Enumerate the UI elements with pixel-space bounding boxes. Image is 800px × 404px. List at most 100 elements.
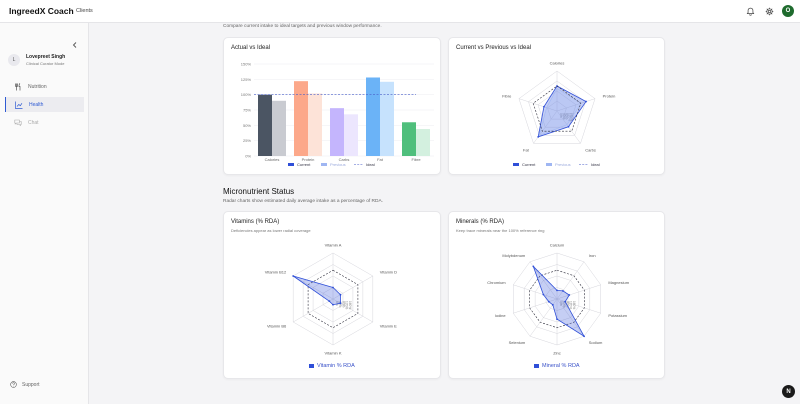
legend-label: Ideal <box>366 162 375 167</box>
x-tick-label: Fat <box>377 157 384 162</box>
bar-previous <box>380 81 394 156</box>
legend-swatch <box>534 364 539 368</box>
radar-grid-ring <box>518 70 596 144</box>
radar-ring-label: 0% <box>559 301 563 306</box>
radar-ring-label: 80% <box>565 113 569 120</box>
help-circle-icon <box>10 381 17 388</box>
bar-current <box>258 94 272 156</box>
card-title: Current vs Previous vs Ideal <box>456 45 532 51</box>
radar-axis-label: Calories <box>550 61 565 66</box>
support-link[interactable]: Support <box>10 381 40 388</box>
radar-point <box>339 302 342 305</box>
x-tick-label: Carbs <box>339 157 350 162</box>
radar-point <box>567 125 570 128</box>
bar-previous <box>272 100 286 156</box>
app-title[interactable]: IngreedX Coach <box>9 6 74 16</box>
legend-swatch <box>513 163 519 166</box>
legend-label: Previous <box>555 162 571 167</box>
radar-axis-label: Sodium <box>589 340 603 345</box>
chevron-left-icon[interactable] <box>71 36 79 48</box>
support-label: Support <box>22 381 40 388</box>
radar-point <box>292 275 295 277</box>
vitamins-card: Vitamins (% RDA) Deficiencies appear as … <box>223 211 441 379</box>
legend-label: Current <box>297 162 311 167</box>
radar-point <box>532 265 535 268</box>
y-tick-label: 100% <box>241 92 252 97</box>
radar-point <box>547 300 550 303</box>
radar-ring-label: 80% <box>341 301 345 308</box>
macro-radar-chart: Calories Protein Carbs Fat Fibre 0%40%80%120%… <box>502 61 616 168</box>
radar-spoke <box>332 275 373 300</box>
x-tick-label: Calories <box>265 157 280 162</box>
radar-point <box>556 289 558 292</box>
radar-ring-label: 120% <box>567 113 571 121</box>
chart-icon <box>15 101 23 109</box>
radar-point <box>339 293 342 296</box>
radar-point <box>542 293 545 296</box>
profile-name: Lovepreet Singh <box>26 54 66 60</box>
card-title: Vitamins (% RDA) <box>231 219 280 225</box>
legend-label: Vitamin % RDA <box>317 363 355 369</box>
radar-point <box>562 289 564 292</box>
sidebar-item-chat[interactable]: Chat <box>5 115 84 130</box>
vitamins-radar-chart: Vitamin A Vitamin D Vitamin E Vitamin K Vita… <box>265 243 397 356</box>
radar-axis-label: Vitamin B12 <box>265 270 287 275</box>
y-tick-label: 50% <box>243 123 251 128</box>
radar-ring-label: 40% <box>562 113 566 120</box>
sidebar-item-health[interactable]: Health <box>5 97 84 112</box>
bar-current <box>402 122 416 156</box>
radar-spoke <box>556 298 585 337</box>
sidebar-item-label: Health <box>29 101 44 108</box>
profile-avatar: L <box>8 54 20 66</box>
nav-clients-link[interactable]: Clients <box>76 8 93 14</box>
radar-axis-label: Magnesium <box>608 280 629 285</box>
legend-item: Mineral % RDA <box>534 363 580 369</box>
macros-intro: Compare current intake to ideal targets … <box>223 24 382 29</box>
legend-swatch <box>288 163 294 166</box>
y-tick-label: 0% <box>245 154 251 159</box>
sidebar-item-nutrition[interactable]: Nutrition <box>5 79 84 94</box>
radar-point <box>556 318 558 321</box>
radar-ring-label: 40% <box>338 301 342 308</box>
gear-icon[interactable] <box>762 4 776 18</box>
radar-ring-label: 120% <box>569 301 573 309</box>
radar-axis-label: Carbs <box>585 147 596 152</box>
radar-axis-label: Potassium <box>608 313 627 318</box>
chat-icon <box>14 119 22 127</box>
radar-ring-label: 80% <box>565 301 569 308</box>
minerals-card: Minerals (% RDA) Keep trace minerals nea… <box>448 211 665 379</box>
radar-ring-label: 0% <box>335 301 339 306</box>
user-avatar[interactable]: O <box>782 5 794 17</box>
legend-label: Ideal <box>591 162 600 167</box>
radar-series-vitamin-rda <box>292 275 341 306</box>
assistant-button[interactable]: N <box>782 385 795 398</box>
legend-label: Current <box>522 162 536 167</box>
legend-swatch <box>546 163 552 166</box>
radar-axis-label: Vitamin A <box>325 243 342 248</box>
radar-ring-label: 160% <box>348 301 352 309</box>
radar-point <box>332 303 334 306</box>
top-bar: IngreedX Coach Clients O <box>0 0 800 23</box>
y-tick-label: 150% <box>241 62 252 67</box>
radar-spoke <box>293 298 334 323</box>
micronutrient-title: Micronutrient Status <box>223 187 295 196</box>
legend-item: Vitamin % RDA <box>309 363 355 369</box>
bar-previous <box>308 93 322 156</box>
actual-vs-ideal-chart: 0% 25% 50% 75% 100% 125% 150% Calories Protein Ca… <box>241 62 434 167</box>
radar-axis-label: Protein <box>603 94 616 99</box>
reference-ring <box>529 269 585 329</box>
radar-spoke <box>518 98 558 112</box>
radar-ring-label: 0% <box>559 113 563 118</box>
radar-point <box>551 303 554 306</box>
card-subtitle: Keep trace minerals near the 100% refere… <box>456 228 545 233</box>
radar-spoke <box>556 298 601 314</box>
sidebar: L Lovepreet Singh Clinical Curator Mode … <box>0 23 89 404</box>
sidebar-item-label: Chat <box>28 119 39 126</box>
bar-current <box>366 77 380 156</box>
legend-swatch <box>321 163 327 166</box>
minerals-radar-chart: Calcium Iron Magnesium Potassium Sodium Zinc S… <box>487 243 630 356</box>
radar-axis-label: Chromium <box>487 280 506 285</box>
radar-spoke <box>513 298 558 314</box>
bell-icon[interactable] <box>743 4 757 18</box>
radar-ring-label: 120% <box>345 301 349 309</box>
